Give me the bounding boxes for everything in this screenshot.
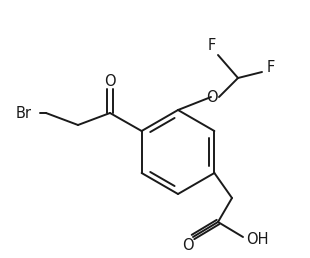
Text: F: F xyxy=(208,38,216,53)
Text: O: O xyxy=(182,238,194,254)
Text: F: F xyxy=(267,60,275,76)
Text: OH: OH xyxy=(246,231,268,246)
Text: O: O xyxy=(104,74,116,88)
Text: O: O xyxy=(206,90,218,104)
Text: Br: Br xyxy=(16,106,32,120)
